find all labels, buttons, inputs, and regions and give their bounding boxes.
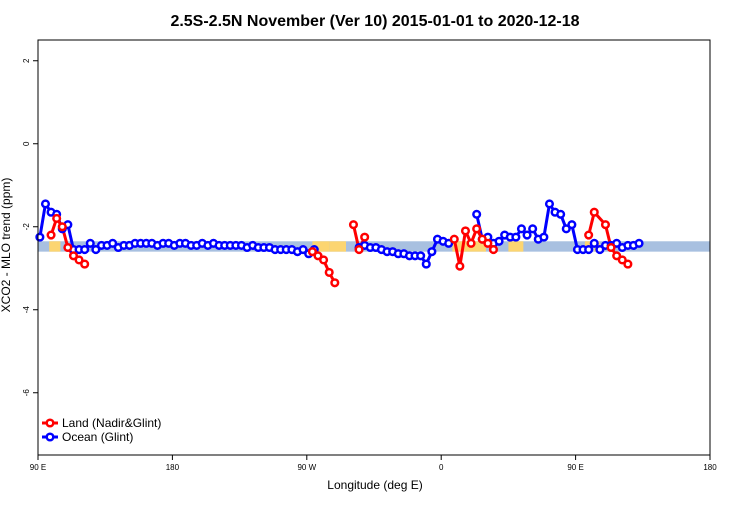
ocean-point <box>567 220 577 230</box>
land-point <box>80 259 90 269</box>
y-tick-label: 0 <box>22 141 31 146</box>
ocean-point <box>91 245 101 255</box>
band-land <box>329 241 346 252</box>
land-point <box>319 255 329 265</box>
chart-title: 2.5S-2.5N November (Ver 10) 2015-01-01 t… <box>170 13 579 30</box>
x-tick-label: 90 W <box>297 463 316 472</box>
land-point <box>600 220 611 230</box>
y-tick-label: -4 <box>22 306 31 314</box>
ocean-point <box>85 238 95 248</box>
land-point <box>477 234 487 244</box>
land-point <box>449 234 459 244</box>
plot-frame <box>37 39 711 456</box>
land-point <box>623 259 633 269</box>
y-tick-label: 2 <box>22 58 31 63</box>
band-land <box>508 241 524 252</box>
ocean-point <box>444 238 454 248</box>
land-point <box>68 251 79 261</box>
land-point <box>460 226 471 236</box>
legend-land-marker <box>45 418 55 428</box>
ocean-point <box>589 238 599 248</box>
land-point <box>74 255 84 265</box>
land-point <box>46 230 56 240</box>
land-point <box>348 220 359 230</box>
ocean-point <box>516 224 527 234</box>
ocean-point <box>80 245 90 255</box>
legend-land-label: Land (Nadir&Glint) <box>62 416 161 430</box>
ocean-point <box>544 199 555 209</box>
land-point <box>52 213 62 223</box>
land-point <box>617 255 627 265</box>
land-point <box>589 207 599 217</box>
x-axis-label: Longitude (deg E) <box>327 478 422 492</box>
ocean-point <box>511 232 521 242</box>
x-tick-label: 0 <box>439 463 444 472</box>
land-point <box>472 224 482 234</box>
land-point <box>488 245 499 255</box>
ocean-point <box>539 232 549 242</box>
land-point <box>606 242 616 253</box>
land-point <box>584 230 594 240</box>
band-land <box>312 241 330 252</box>
land-point <box>455 261 465 271</box>
land-point <box>360 232 370 242</box>
legend: Land (Nadir&Glint)Ocean (Glint) <box>42 416 161 444</box>
ocean-point <box>612 238 622 248</box>
ocean-point <box>595 245 605 255</box>
land-point <box>612 251 622 261</box>
ocean-point <box>522 230 532 240</box>
x-tick-label: 90 E <box>567 463 583 472</box>
land-point <box>483 238 493 248</box>
ocean-point <box>528 224 538 234</box>
land-point <box>313 251 323 261</box>
y-tick-label: -6 <box>22 389 31 397</box>
land-point <box>330 278 340 288</box>
ocean-point <box>556 209 566 219</box>
band-land <box>49 241 61 252</box>
ocean-point <box>427 247 437 257</box>
ocean-point <box>561 224 571 234</box>
legend-ocean-label: Ocean (Glint) <box>62 430 133 444</box>
ocean-point <box>472 209 482 219</box>
ocean-point <box>40 199 51 209</box>
ocean-point <box>634 238 644 248</box>
land-point <box>57 222 67 232</box>
legend-ocean-marker <box>45 432 55 442</box>
x-tick-label: 180 <box>166 463 180 472</box>
ocean-point <box>108 238 118 248</box>
y-tick-label: -2 <box>22 223 31 231</box>
x-tick-label: 90 E <box>30 463 46 472</box>
ocean-point <box>298 245 308 255</box>
y-axis-label: XCO2 - MLO trend (ppm) <box>0 178 13 313</box>
land-point <box>466 238 476 248</box>
land-point <box>354 245 364 255</box>
axes: 90 E 180 90 W 0 90 E 180 2 0 -2 -4 -6 <box>22 58 717 472</box>
ocean-point <box>416 251 426 261</box>
land-point <box>63 242 73 253</box>
ocean-point <box>494 236 504 246</box>
ocean-point <box>421 259 431 269</box>
ocean-point <box>584 245 594 255</box>
x-tick-label: 180 <box>703 463 717 472</box>
land-point <box>307 247 317 257</box>
land-point <box>324 267 334 277</box>
